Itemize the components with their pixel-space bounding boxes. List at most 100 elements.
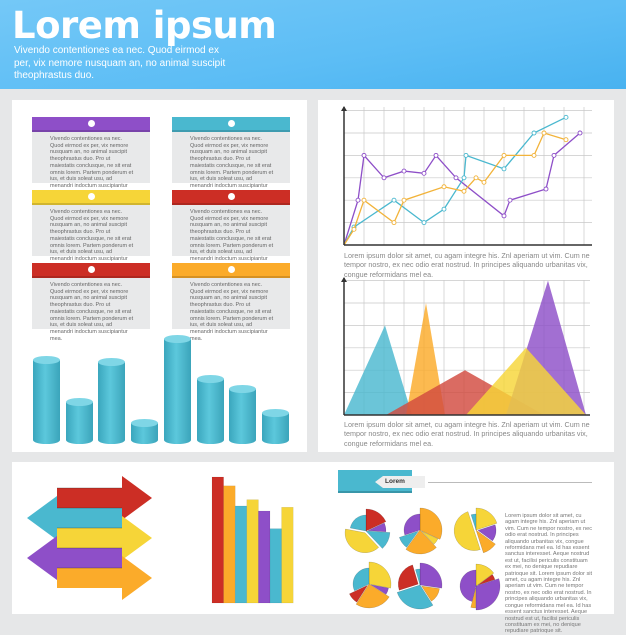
bar [269, 528, 282, 604]
pie-slice [453, 511, 481, 551]
bar [211, 476, 224, 604]
cylinder-bar [261, 408, 289, 444]
cylinder-bar [229, 385, 257, 444]
line-point [351, 226, 357, 232]
card-header [172, 117, 290, 132]
pie-slice [367, 522, 387, 533]
pie-slice [470, 587, 476, 609]
line-point [421, 170, 427, 176]
line-point [461, 175, 467, 181]
line-point [563, 114, 569, 120]
page-title: Lorem ipsum [12, 4, 277, 47]
bar [234, 505, 248, 604]
pie-slice [397, 564, 419, 591]
pie-slice [349, 514, 367, 532]
pin-icon [228, 266, 235, 273]
pie-slice [421, 585, 440, 602]
pin-icon [88, 193, 95, 200]
line-point [501, 166, 507, 172]
pie-slice [365, 530, 391, 549]
pie-slice [475, 507, 498, 531]
line-point [531, 130, 537, 136]
card-header [32, 190, 150, 205]
pin-icon [88, 120, 95, 127]
area-triangle [406, 303, 445, 415]
pie-slice [370, 584, 389, 595]
cylinder-bar [33, 356, 60, 444]
pie-slice [421, 530, 439, 545]
divider [428, 482, 592, 483]
bar [281, 506, 294, 604]
line-point [401, 168, 407, 174]
arrow-right-icon [122, 516, 152, 560]
arrow-right-icon [122, 476, 152, 520]
pin-icon [228, 120, 235, 127]
bar [258, 510, 271, 604]
pie-slice [403, 513, 421, 536]
line-point [441, 184, 447, 190]
cylinder-bar [98, 358, 126, 444]
line-point [507, 197, 513, 203]
line-point [401, 197, 407, 203]
line-point [543, 186, 549, 192]
pie-slice [475, 529, 496, 554]
area-chart-caption: Lorem ipsum dolor sit amet, cu agam inte… [344, 420, 590, 448]
card-text: Vivendo contentiones ea nec. Quod eirmod… [172, 132, 290, 196]
card-text: Vivendo contentiones ea nec. Quod eirmod… [172, 205, 290, 269]
pie-slice [477, 524, 497, 542]
pie-slice [477, 574, 496, 586]
line-point [551, 152, 557, 158]
card-header [32, 117, 150, 132]
card-text: Vivendo contentiones ea nec. Quod eirmod… [32, 132, 150, 196]
cylinder-bar [65, 398, 93, 444]
pie-slice [399, 530, 420, 548]
axis-arrow-icon [341, 277, 347, 282]
pie-slice [475, 563, 495, 587]
arrow-band [57, 548, 122, 568]
arrow-band [57, 528, 122, 548]
line-point [441, 206, 447, 212]
arrow-band [57, 568, 122, 588]
line-point [501, 152, 507, 158]
arrow-band [57, 488, 122, 508]
pie-slice [355, 583, 390, 609]
bar [246, 499, 259, 604]
pie-slice [344, 528, 380, 553]
pin-icon [88, 266, 95, 273]
card-text: Vivendo contentiones ea nec. Quod eirmod… [32, 278, 150, 342]
line-point [577, 130, 583, 136]
pin-icon [228, 193, 235, 200]
pie-slice [475, 578, 501, 611]
pie-slice [349, 584, 369, 603]
section-body-text: Lorem ipsum dolor sit amet, cu agam inte… [505, 513, 593, 635]
line-point [541, 130, 547, 136]
arrow-band [57, 508, 122, 528]
line-point [355, 197, 361, 203]
area-triangle [344, 325, 412, 415]
pie-slice [365, 508, 387, 532]
line-point [481, 179, 487, 185]
line-chart-caption: Lorem ipsum dolor sit amet, cu agam inte… [344, 251, 590, 279]
pie-slice [396, 584, 434, 610]
header-banner: Lorem ipsum Vivendo contentiones ea nec.… [0, 0, 626, 89]
line-point [461, 188, 467, 194]
section-tag: Lorem ipsum [375, 476, 425, 488]
pie-slice [419, 562, 443, 589]
pie-slice [405, 529, 437, 555]
cylinder-bar [196, 374, 224, 444]
line-point [531, 152, 537, 158]
arrow-left-icon [27, 536, 57, 580]
line-point [381, 175, 387, 181]
cylinder-bar [131, 419, 159, 444]
card-text: Vivendo contentiones ea nec. Quod eirmod… [172, 278, 290, 342]
line-point [433, 152, 439, 158]
cylinder-bar [163, 335, 191, 444]
area-triangle [466, 347, 586, 415]
line-point [421, 220, 427, 226]
line-point [463, 152, 469, 158]
line-point [391, 197, 397, 203]
card-header [172, 190, 290, 205]
pie-slice [419, 507, 443, 540]
pie-slice [470, 513, 477, 531]
